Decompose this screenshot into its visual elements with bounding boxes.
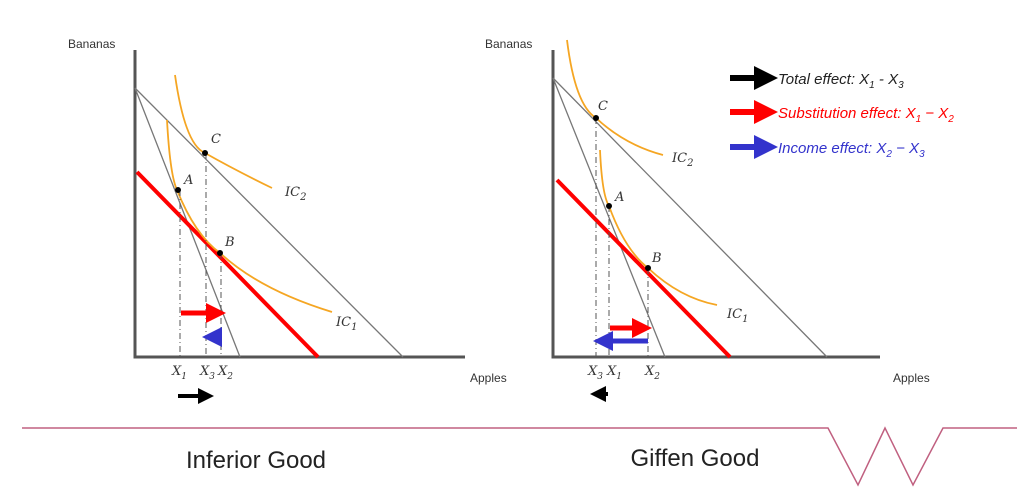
left-ic1-curve bbox=[166, 119, 333, 313]
left-y-axis-label: Bananas bbox=[68, 37, 115, 51]
right-ic2-curve bbox=[566, 39, 664, 156]
right-y-axis-label: Bananas bbox=[485, 37, 532, 51]
legend-total: Total effect: X1 - X3 bbox=[778, 71, 904, 91]
right-original-budget-line bbox=[552, 77, 666, 358]
left-label-b: B bbox=[224, 235, 235, 250]
right-compensated-budget-line bbox=[555, 178, 732, 359]
right-label-a: A bbox=[614, 190, 624, 205]
left-ic1-label: IC1 bbox=[335, 315, 357, 333]
right-point-b bbox=[645, 265, 651, 271]
right-tick-x1: X1 bbox=[606, 364, 622, 382]
right-ic1-label: IC1 bbox=[726, 307, 748, 325]
left-label-a: A bbox=[183, 173, 193, 188]
inferior-good-title: Inferior Good bbox=[186, 447, 326, 474]
left-point-c bbox=[202, 150, 208, 156]
divider-line bbox=[22, 426, 1017, 487]
right-tick-x2: X2 bbox=[644, 364, 660, 382]
left-label-c: C bbox=[211, 132, 221, 147]
left-x-axis-label: Apples bbox=[470, 371, 507, 385]
left-point-a bbox=[175, 187, 181, 193]
left-compensated-budget-line bbox=[135, 170, 320, 359]
right-tick-x3: X3 bbox=[587, 364, 603, 382]
left-point-b bbox=[217, 250, 223, 256]
left-tick-x2: X2 bbox=[217, 364, 233, 382]
giffen-good-title: Giffen Good bbox=[631, 445, 760, 472]
legend-income: Income effect: X2 − X3 bbox=[778, 140, 925, 160]
right-point-c bbox=[593, 115, 599, 121]
left-axes bbox=[133, 50, 465, 359]
left-tick-x3: X3 bbox=[199, 364, 215, 382]
legend-substitution: Substitution effect: X1 − X2 bbox=[778, 105, 954, 125]
right-new-budget-line bbox=[552, 77, 828, 358]
left-ic2-curve bbox=[174, 74, 273, 189]
right-point-a bbox=[606, 203, 612, 209]
right-ic1-curve bbox=[599, 149, 718, 306]
right-ic2-label: IC2 bbox=[671, 151, 693, 169]
right-label-b: B bbox=[651, 251, 662, 266]
inferior-good-diagram: Bananas Apples A C B IC2 IC1 X1 X3 X2 bbox=[68, 37, 507, 404]
right-axes bbox=[551, 50, 880, 359]
left-tick-x1: X1 bbox=[171, 364, 187, 382]
giffen-good-diagram: Bananas Apples C A B IC2 IC1 X3 X1 X2 bbox=[485, 37, 930, 402]
legend: Total effect: X1 - X3 Substitution effec… bbox=[730, 66, 954, 160]
left-ic2-label: IC2 bbox=[284, 185, 306, 203]
right-x-axis-label: Apples bbox=[893, 371, 930, 385]
left-new-budget-line bbox=[134, 87, 404, 358]
right-label-c: C bbox=[598, 99, 608, 114]
